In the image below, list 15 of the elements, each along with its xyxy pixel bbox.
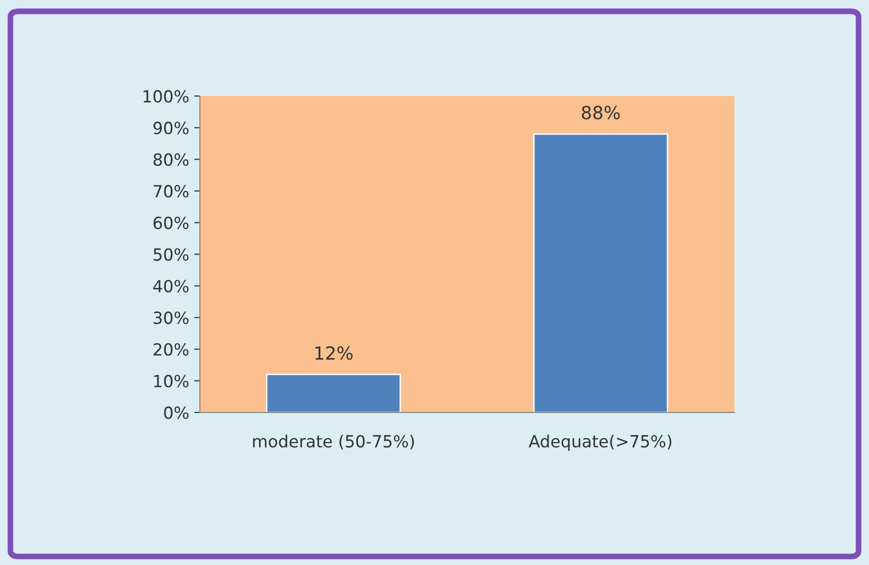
y-tick-label: 80%: [154, 153, 189, 166]
y-tick-label: 30%: [154, 311, 189, 324]
x-tick-label: moderate (50-75%): [253, 434, 414, 450]
y-tick-label: 90%: [153, 122, 189, 134]
data-label: 88%: [582, 106, 620, 120]
y-tick-label: 100%: [144, 90, 189, 103]
y-tick-label: 60%: [154, 216, 189, 230]
y-tick-label: 20%: [154, 343, 189, 356]
y-tick-label: 0%: [164, 406, 189, 420]
y-tick-label: 50%: [154, 248, 189, 261]
y-tick-label: 70%: [154, 184, 189, 198]
data-label: 12%: [315, 346, 353, 360]
x-tick-label: Adequate(>75%): [528, 434, 672, 451]
y-tick-label: 10%: [154, 374, 189, 388]
y-tick-label: 40%: [153, 280, 189, 292]
